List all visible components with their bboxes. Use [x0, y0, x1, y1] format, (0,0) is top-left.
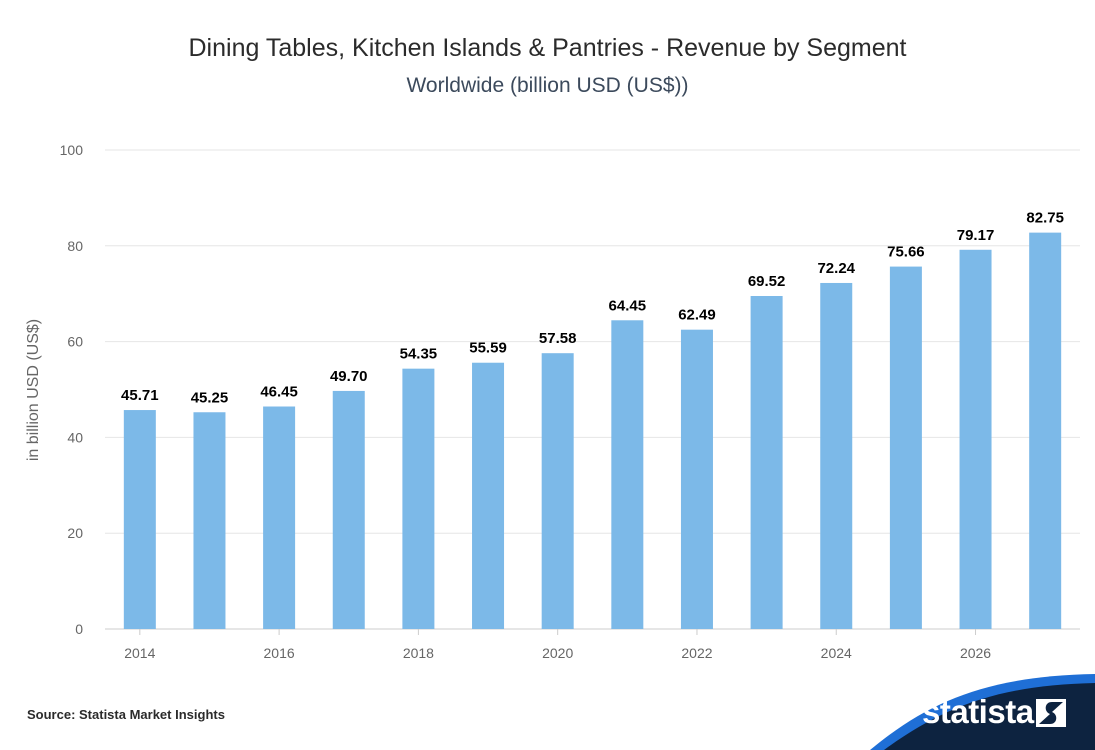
bar — [680, 329, 713, 629]
bar — [611, 320, 644, 629]
x-tick-label: 2018 — [403, 645, 434, 661]
data-label: 46.45 — [260, 384, 298, 401]
y-tick-label: 0 — [75, 621, 83, 637]
bar — [402, 368, 435, 629]
x-tick-label: 2024 — [821, 645, 852, 661]
data-label: 49.70 — [330, 368, 368, 385]
bar — [889, 266, 922, 629]
data-label: 55.59 — [469, 340, 507, 357]
x-tick-label: 2016 — [264, 645, 295, 661]
data-label: 64.45 — [609, 297, 647, 314]
y-axis-label: in billion USD (US$) — [25, 319, 42, 461]
x-tick-label: 2014 — [124, 645, 155, 661]
y-axis-ticks: 0 20 40 60 80 100 — [60, 142, 84, 637]
data-label: 62.49 — [678, 307, 716, 324]
bar — [263, 406, 296, 629]
x-tick-label: 2022 — [681, 645, 712, 661]
y-tick-label: 40 — [67, 429, 83, 445]
chart-subtitle: Worldwide (billion USD (US$)) — [406, 74, 689, 97]
y-tick-label: 60 — [67, 334, 83, 350]
x-axis-ticks: 2014 2016 2018 2020 2022 2024 2026 — [124, 629, 991, 661]
data-label: 79.17 — [957, 227, 995, 244]
bar — [820, 282, 853, 629]
data-label: 69.52 — [748, 273, 786, 290]
bar — [1029, 232, 1062, 629]
data-label: 82.75 — [1026, 210, 1064, 227]
bar — [959, 249, 992, 629]
data-label: 45.25 — [191, 389, 229, 406]
y-tick-label: 100 — [60, 142, 84, 158]
data-label: 75.66 — [887, 244, 925, 261]
bar — [123, 410, 156, 629]
y-tick-label: 80 — [67, 238, 83, 254]
chart-title: Dining Tables, Kitchen Islands & Pantrie… — [188, 34, 907, 62]
source-note: Source: Statista Market Insights — [27, 707, 225, 722]
data-labels: 45.71 45.25 46.45 49.70 54.35 55.59 57.58 64.45… — [121, 210, 1064, 407]
data-label: 45.71 — [121, 387, 159, 404]
bar — [472, 362, 505, 629]
data-label: 54.35 — [400, 346, 438, 363]
data-label: 72.24 — [817, 260, 855, 277]
bar — [541, 353, 574, 629]
bar — [332, 390, 365, 629]
bar — [750, 295, 783, 629]
bars — [123, 232, 1062, 629]
y-tick-label: 20 — [67, 525, 83, 541]
grid-lines — [105, 149, 1080, 630]
x-tick-label: 2026 — [960, 645, 991, 661]
bar — [193, 412, 226, 629]
data-label: 57.58 — [539, 330, 577, 347]
x-tick-label: 2020 — [542, 645, 573, 661]
